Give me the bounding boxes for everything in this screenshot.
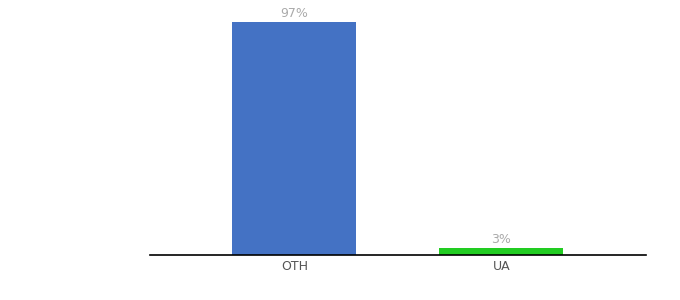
Text: 3%: 3% bbox=[491, 233, 511, 246]
Text: 97%: 97% bbox=[280, 7, 308, 20]
Bar bbox=[439, 248, 563, 255]
Bar bbox=[233, 22, 356, 255]
